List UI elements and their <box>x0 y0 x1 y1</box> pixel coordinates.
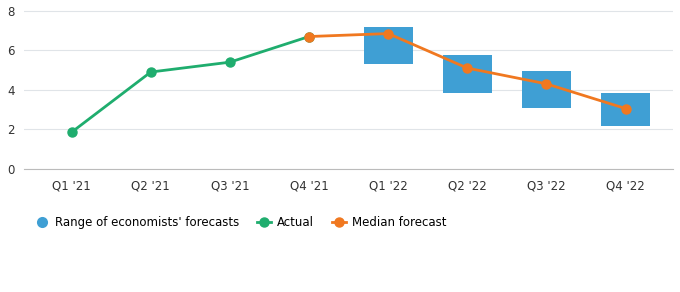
Bar <box>443 55 492 93</box>
Bar <box>601 93 650 126</box>
Bar <box>522 71 571 107</box>
Legend: Range of economists' forecasts, Actual, Median forecast: Range of economists' forecasts, Actual, … <box>30 211 451 234</box>
Bar <box>364 27 413 64</box>
